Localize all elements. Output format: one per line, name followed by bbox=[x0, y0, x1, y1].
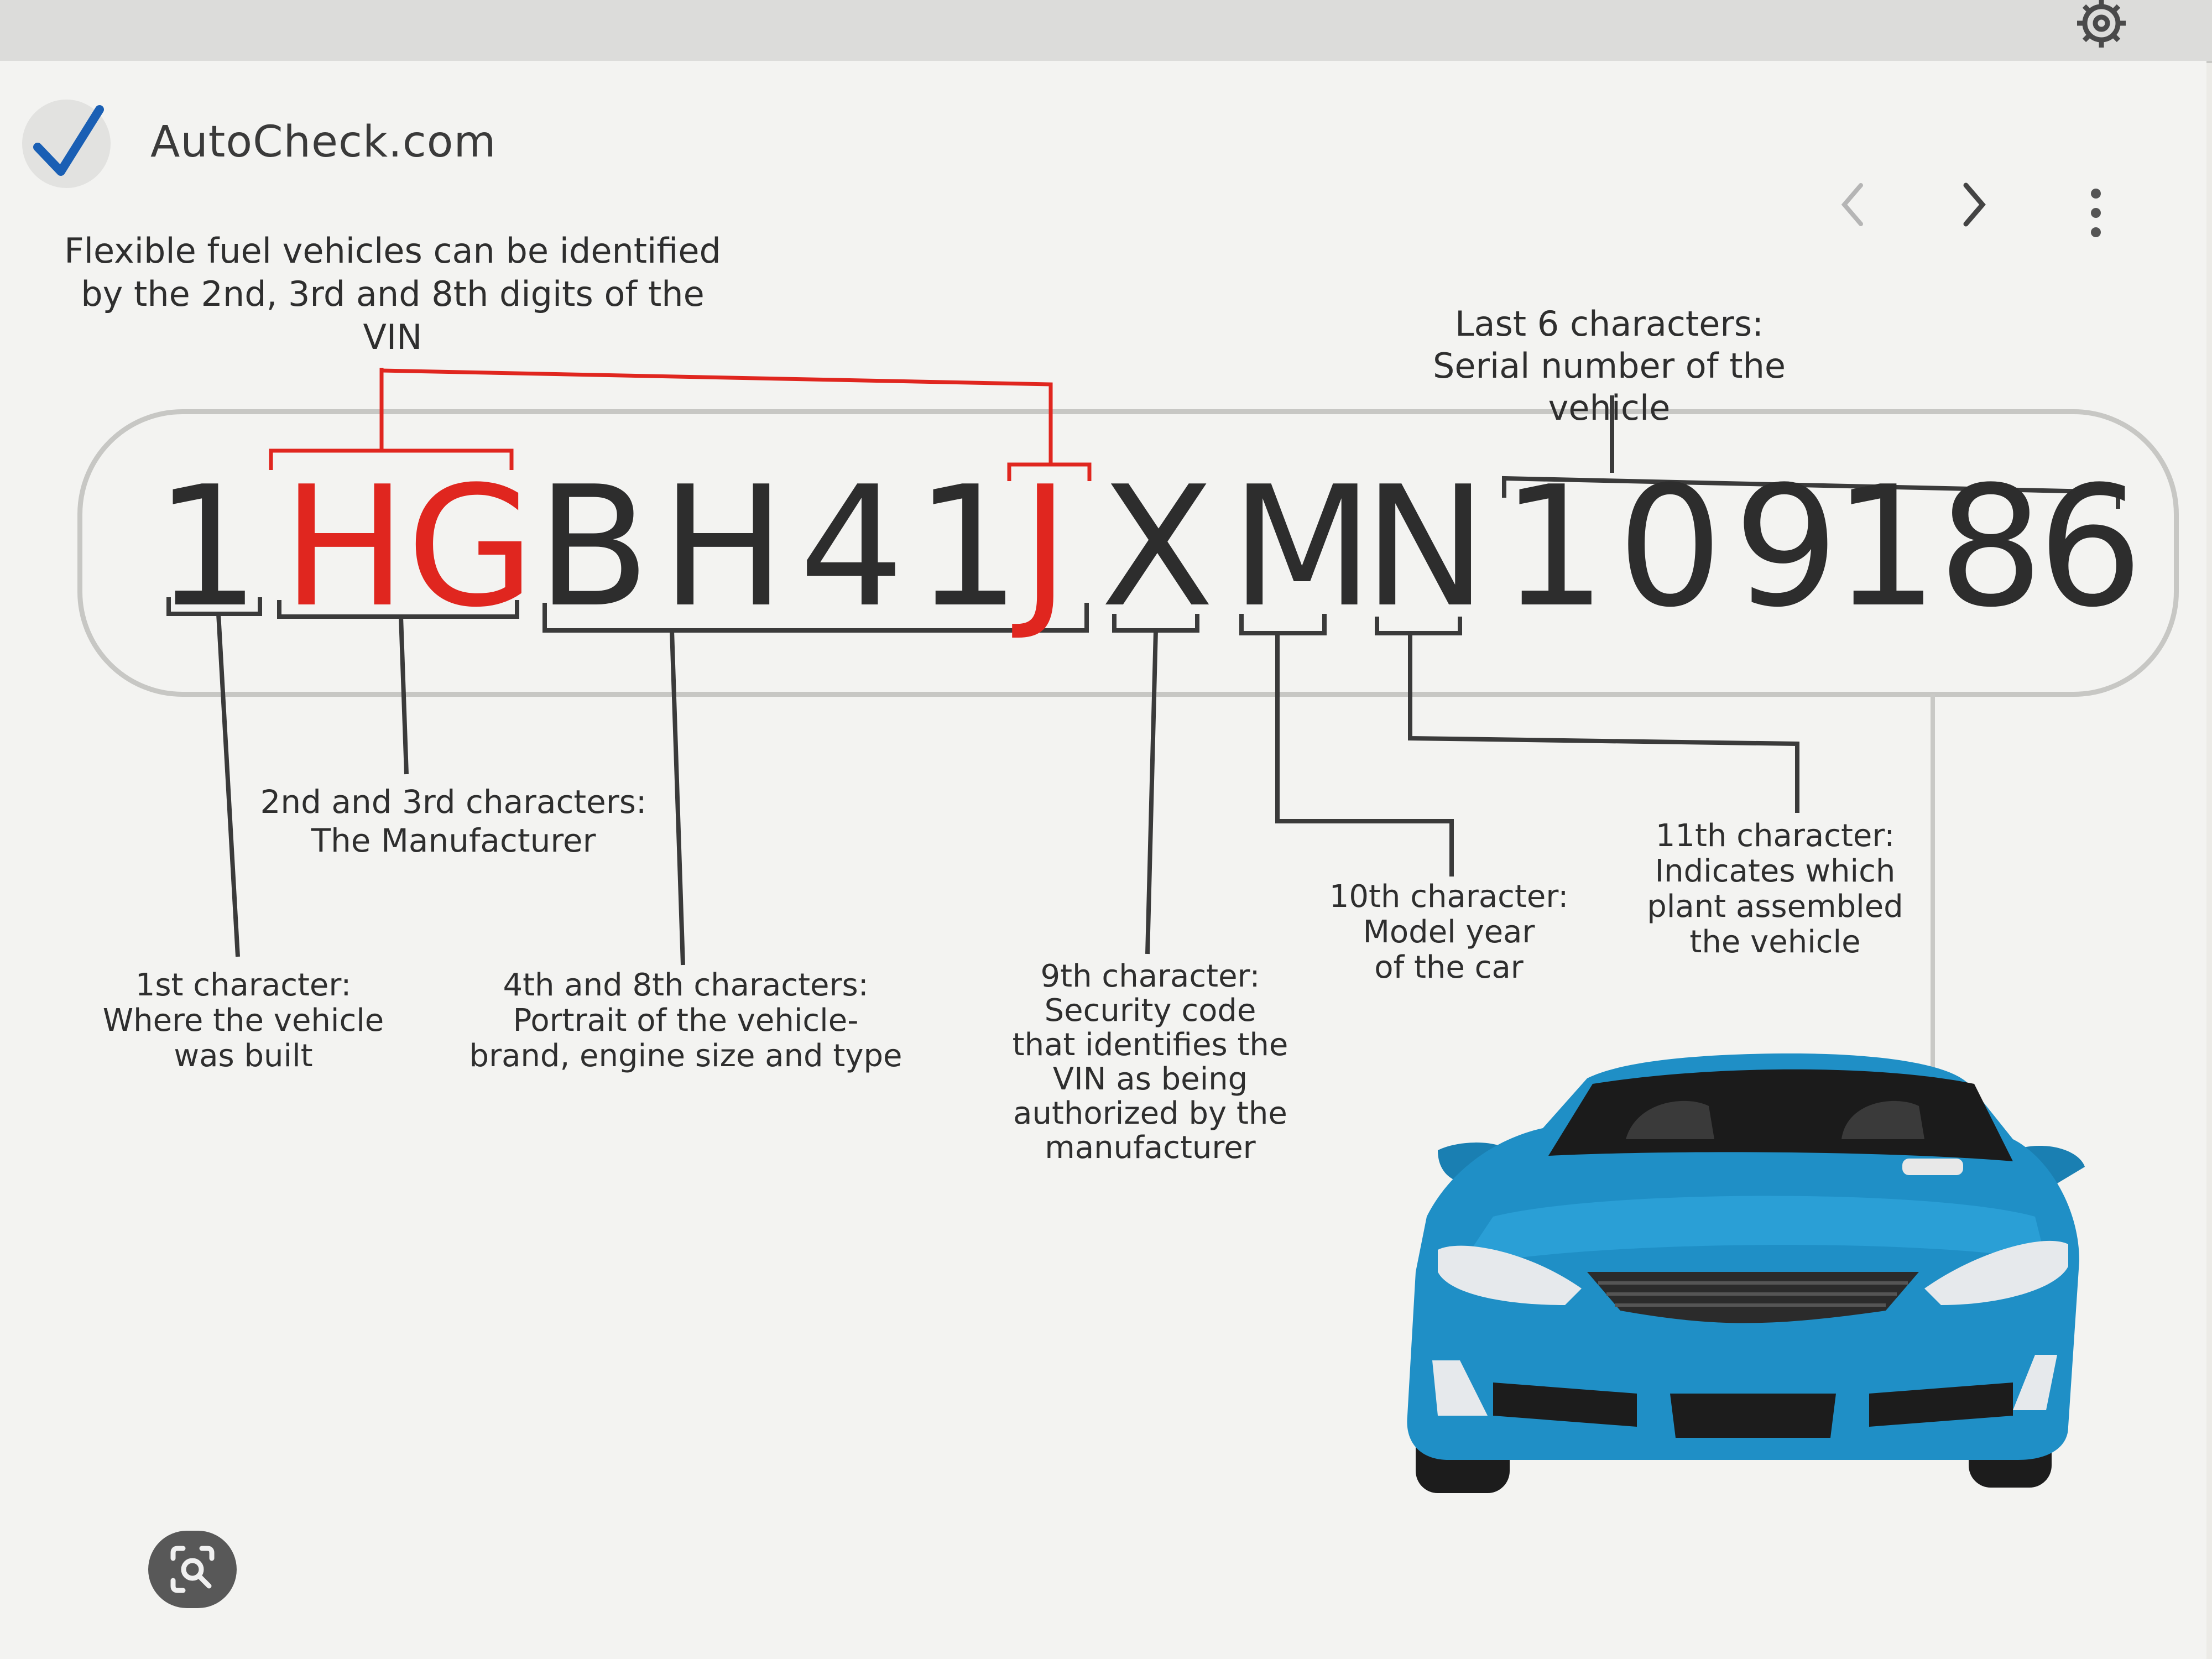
label-fourth-eighth: 4th and 8th characters: Portrait of the … bbox=[469, 967, 902, 1074]
vin-char-14: 9 bbox=[1733, 451, 1839, 644]
label-second-third: 2nd and 3rd characters: The Manufacturer bbox=[260, 783, 647, 859]
vin-char-1: 1 bbox=[154, 451, 260, 644]
vin-char-7: 1 bbox=[915, 451, 1021, 644]
vin-char-15: 1 bbox=[1833, 451, 1939, 644]
label-last-six: Last 6 characters: Serial number of the … bbox=[1432, 304, 1786, 428]
vin-char-8: J bbox=[1020, 451, 1070, 644]
vin-char-12: 1 bbox=[1501, 451, 1607, 644]
label-tenth: 10th character: Model year of the car bbox=[1329, 879, 1569, 985]
vin-frame bbox=[77, 409, 2179, 697]
vin-char-4: B bbox=[536, 451, 650, 644]
vin-char-11: N bbox=[1363, 451, 1488, 644]
label-flex-fuel: Flexible fuel vehicles can be identified… bbox=[64, 231, 721, 357]
chevron-right-icon[interactable] bbox=[1952, 177, 1996, 232]
vin-char-3: G bbox=[406, 451, 535, 644]
gear-icon[interactable] bbox=[2068, 0, 2135, 55]
site-name[interactable]: AutoCheck.com bbox=[150, 117, 497, 167]
chevron-left-icon[interactable] bbox=[1830, 177, 1875, 232]
vin-char-16: 8 bbox=[1938, 451, 2044, 644]
lens-button[interactable] bbox=[148, 1531, 237, 1608]
more-vertical-icon[interactable] bbox=[2079, 182, 2112, 249]
vin-char-5: H bbox=[661, 451, 786, 644]
vin-char-13: 0 bbox=[1617, 451, 1723, 644]
vin-char-2: H bbox=[282, 451, 407, 644]
vin-char-9: X bbox=[1100, 451, 1214, 644]
lens-icon bbox=[170, 1546, 215, 1593]
vin-char-6: 4 bbox=[799, 451, 905, 644]
vin-char-17: 6 bbox=[2037, 451, 2143, 644]
check-icon bbox=[22, 100, 111, 188]
label-first: 1st character: Where the vehicle was bui… bbox=[102, 967, 384, 1074]
label-ninth: 9th character: Security code that identi… bbox=[1012, 958, 1288, 1166]
label-eleventh: 11th character: Indicates which plant as… bbox=[1647, 818, 1903, 960]
